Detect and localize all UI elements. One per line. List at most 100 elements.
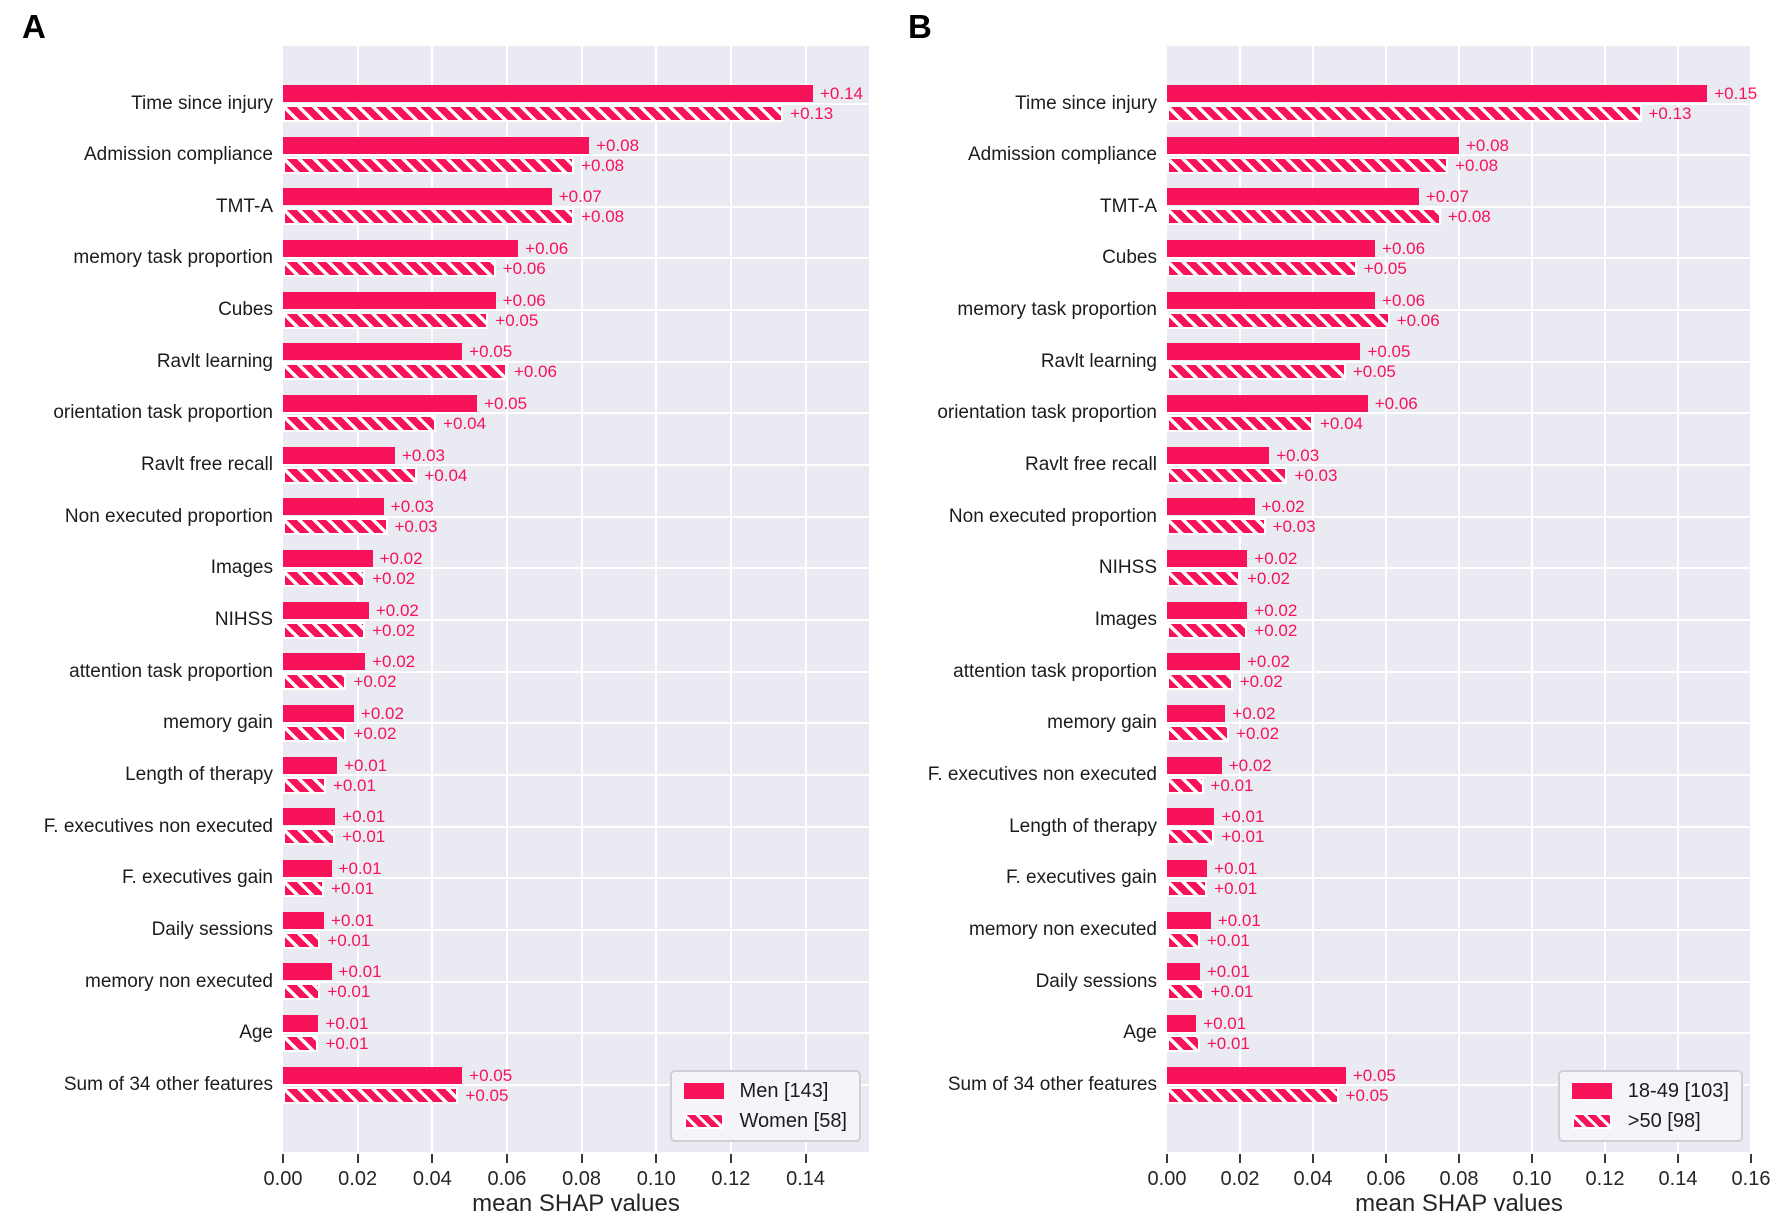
gridline-horizontal: [1167, 515, 1751, 518]
bar-value-label: +0.04: [424, 465, 468, 485]
gridline-horizontal: [1167, 1032, 1751, 1035]
bar-solid: [283, 1014, 319, 1032]
feature-label: Images: [210, 557, 273, 579]
bar-value-label: +0.08: [581, 155, 625, 175]
feature-label: F. executives non executed: [927, 764, 1157, 786]
gridline-vertical: [1312, 46, 1314, 1152]
feature-label: Daily sessions: [1035, 970, 1157, 992]
bar-hatched: [1167, 414, 1313, 432]
bar-value-label: +0.01: [1206, 930, 1250, 950]
gridline-horizontal: [1167, 464, 1751, 467]
gridline-horizontal: [283, 567, 869, 570]
bar-value-label: +0.15: [1714, 84, 1758, 103]
x-tick-mark: [356, 1154, 359, 1163]
gridline-horizontal: [283, 1032, 869, 1035]
feature-label: Images: [1094, 609, 1157, 631]
gridline-vertical: [1677, 46, 1679, 1152]
legend-label: 18-49 [103]: [1627, 1080, 1729, 1102]
bar-value-label: +0.02: [1254, 600, 1298, 620]
bar-value-label: +0.05: [469, 1065, 513, 1085]
bar-hatched: [1167, 569, 1240, 587]
bar-value-label: +0.01: [1203, 1013, 1247, 1033]
x-tick-label: 0.14: [786, 1168, 826, 1190]
legend-swatch-hatched: [683, 1113, 724, 1129]
bar-value-label: +0.02: [1236, 723, 1280, 743]
bar-hatched: [283, 414, 437, 432]
feature-label: Length of therapy: [1009, 815, 1157, 837]
feature-label: TMT-A: [216, 195, 273, 217]
bar-value-label: +0.05: [1345, 1085, 1389, 1105]
gridline-horizontal: [283, 464, 869, 467]
feature-label: NIHSS: [1098, 557, 1157, 579]
gridline-horizontal: [1167, 154, 1751, 157]
gridline-horizontal: [283, 309, 869, 312]
bar-hatched: [1167, 828, 1215, 846]
x-tick-label: 0.16: [1731, 1168, 1771, 1190]
panel-letter: B: [908, 8, 932, 45]
bar-value-label: +0.14: [820, 84, 864, 103]
bar-value-label: +0.01: [1206, 962, 1250, 982]
feature-label: Ravlt free recall: [141, 454, 273, 476]
gridline-horizontal: [283, 360, 869, 363]
feature-label: attention task proportion: [953, 660, 1157, 682]
feature-label: Sum of 34 other features: [63, 1074, 273, 1096]
feature-label: memory task proportion: [73, 247, 273, 269]
bar-hatched: [1167, 363, 1346, 381]
bar-solid: [283, 136, 590, 154]
gridline-horizontal: [1167, 877, 1751, 880]
bar-value-label: +0.01: [331, 910, 375, 930]
bar-hatched: [283, 569, 366, 587]
bar-solid: [283, 1066, 463, 1084]
x-tick-mark: [505, 1154, 508, 1163]
gridline-vertical: [1385, 46, 1387, 1152]
gridline-vertical: [1531, 46, 1533, 1152]
bar-value-label: +0.05: [469, 342, 513, 362]
gridline-horizontal: [1167, 567, 1751, 570]
bar-solid: [1167, 498, 1255, 516]
x-axis-title: mean SHAP values: [1355, 1190, 1563, 1211]
bar-hatched: [283, 363, 507, 381]
bar-value-label: +0.01: [327, 982, 371, 1002]
bar-value-label: +0.01: [1214, 858, 1258, 878]
bar-hatched: [283, 983, 321, 1001]
bar-value-label: +0.01: [325, 1033, 369, 1053]
bar-value-label: +0.03: [394, 517, 438, 537]
feature-label: Ravlt learning: [156, 350, 273, 372]
panel-b: B +0.15 +0.13 +0.08 +0.08 +0.07 +0.08 +0.06 +0.0…: [886, 0, 1772, 1211]
legend-swatch-hatched: [1571, 1113, 1612, 1129]
x-tick-label: 0.06: [1366, 1168, 1406, 1190]
gridline-vertical: [1750, 46, 1752, 1152]
bar-value-label: +0.05: [465, 1085, 509, 1105]
bar-value-label: +0.01: [331, 878, 375, 898]
bar-solid: [1167, 1066, 1346, 1084]
x-tick-mark: [1677, 1154, 1679, 1163]
bar-value-label: +0.06: [1382, 290, 1426, 310]
bar-hatched: [283, 1086, 459, 1104]
bar-value-label: +0.01: [1210, 775, 1254, 795]
bar-value-label: +0.05: [1352, 1065, 1396, 1085]
x-tick-mark: [729, 1154, 732, 1163]
bar-hatched: [1167, 156, 1449, 174]
gridline-horizontal: [283, 257, 869, 260]
bar-solid: [283, 239, 519, 257]
legend-entry: Men [143]: [683, 1080, 847, 1102]
gridline-vertical: [580, 46, 583, 1152]
gridline-horizontal: [283, 102, 869, 105]
x-tick-label: 0.10: [636, 1168, 676, 1190]
bar-solid: [1167, 963, 1200, 981]
feature-label: Admission compliance: [967, 144, 1157, 166]
bar-solid: [283, 704, 354, 722]
bar-value-label: +0.02: [1254, 620, 1298, 640]
x-tick-mark: [1531, 1154, 1533, 1163]
bar-solid: [1167, 756, 1222, 774]
x-tick-mark: [1239, 1154, 1241, 1163]
legend: Men [143] Women [58]: [669, 1070, 861, 1142]
bar-value-label: +0.01: [325, 1013, 369, 1033]
gridline-vertical: [1604, 46, 1606, 1152]
bar-solid: [1167, 1014, 1197, 1032]
gridline-horizontal: [1167, 825, 1751, 828]
bar-value-label: +0.05: [1363, 258, 1407, 278]
bar-solid: [1167, 808, 1215, 826]
gridline-horizontal: [283, 515, 869, 518]
bar-value-label: +0.06: [1396, 310, 1440, 330]
